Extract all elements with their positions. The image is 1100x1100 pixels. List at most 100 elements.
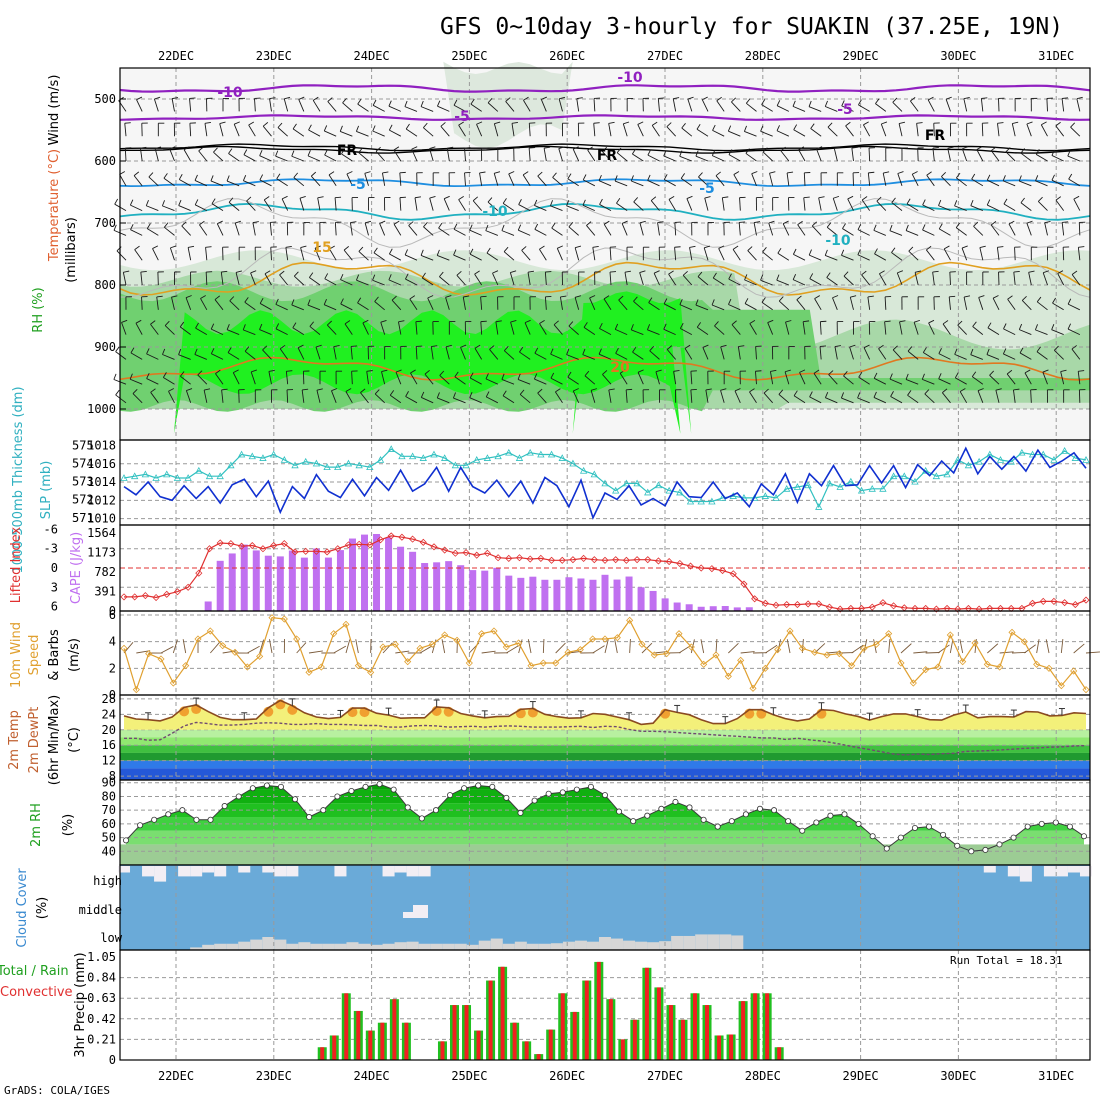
upper-wind-barb-flag [415, 320, 422, 323]
upper-wind-barb [566, 354, 579, 360]
upper-wind-barb-flag [533, 373, 538, 380]
upper-wind-barb [343, 249, 353, 261]
upper-wind-barb-flag [959, 388, 966, 392]
wind-marker [465, 659, 473, 667]
precip-convective-bar [356, 1010, 361, 1060]
upper-wind-barb-flag [1055, 121, 1061, 127]
upper-wind-barb-flag [908, 246, 914, 252]
upper-wind-barb [528, 148, 531, 162]
upper-wind-barb [544, 272, 547, 286]
upper-wind-barb-flag [574, 295, 582, 298]
upper-wind-barb [464, 172, 466, 186]
upper-wind-barb-flag [803, 196, 810, 199]
low-cloud-bar [538, 943, 551, 950]
rh-marker [489, 783, 496, 790]
thickness-marker [302, 457, 310, 465]
upper-wind-barb [809, 278, 822, 286]
upper-wind-barb [405, 128, 418, 137]
upper-wind-barb-flag [1013, 388, 1020, 391]
li-marker [665, 558, 673, 566]
upper-wind-barb [1055, 199, 1065, 211]
upper-wind-barb-flag [163, 222, 169, 228]
upper-wind-barb [703, 247, 709, 261]
upper-wind-barb-flag [439, 370, 445, 376]
upper-wind-barb-flag [161, 200, 165, 207]
cape-bar [529, 576, 537, 611]
upper-wind-barb-flag [393, 220, 400, 225]
precip-tick-label: 1.05 [87, 950, 116, 964]
upper-wind-barb [229, 300, 240, 311]
rh-marker [263, 782, 270, 789]
temperature-axis-label: Temperature (°C) [47, 149, 62, 262]
upper-wind-barb-flag [768, 220, 775, 224]
precip-convective-bar [452, 1005, 457, 1060]
low-cloud-bar [719, 934, 732, 950]
temp-tick-label: 16 [102, 738, 116, 752]
surface-wind-barb [814, 643, 826, 654]
upper-wind-barb-flag [358, 147, 363, 153]
middle-cloud-gap [403, 912, 413, 918]
upper-wind-barb-flag [229, 296, 235, 302]
upper-wind-barb [333, 346, 337, 360]
upper-wind-barb-flag [421, 272, 426, 279]
thickness-marker [547, 450, 556, 458]
upper-wind-barb-flag [1002, 175, 1006, 182]
upper-wind-barb-flag [553, 320, 559, 326]
wind-speed-markers [120, 614, 1090, 694]
upper-wind-barb-flag [905, 224, 909, 231]
rh-marker [630, 818, 637, 825]
upper-wind-barb [1036, 351, 1048, 360]
upper-wind-barb [674, 222, 677, 236]
upper-wind-barb [715, 175, 725, 187]
upper-wind-barb [204, 123, 208, 137]
upper-wind-barb-flag [875, 98, 880, 104]
surface-wind-barb [740, 651, 755, 654]
wind-marker [601, 635, 609, 643]
upper-wind-barb [689, 247, 693, 261]
upper-wind-barb-flag [782, 220, 789, 225]
pressure-tick-label: 500 [94, 92, 116, 106]
upper-wind-barb [275, 328, 288, 336]
upper-wind-barb [248, 124, 256, 137]
upper-wind-barb-flag [409, 295, 416, 300]
upper-wind-barb-flag [651, 121, 658, 126]
upper-wind-barb [572, 390, 580, 403]
contour-label: 15 [312, 240, 331, 256]
upper-wind-barb [162, 205, 175, 212]
cape-bar [481, 570, 489, 611]
upper-wind-barb [291, 304, 305, 311]
upper-wind-barb-flag [362, 319, 369, 324]
upper-wind-barb [990, 224, 1000, 236]
upper-wind-barb-flag [293, 172, 299, 178]
li-marker [825, 603, 834, 611]
upper-wind-barb-flag [389, 390, 395, 396]
thickness-marker [1082, 456, 1090, 463]
rh-tick-label: 60 [102, 817, 116, 831]
wind-marker [576, 646, 584, 654]
upper-wind-barb [197, 374, 208, 385]
upper-wind-barb [826, 277, 838, 286]
li-marker [751, 595, 759, 603]
rh-marker [390, 786, 397, 793]
upper-wind-barb-flag [827, 122, 833, 128]
upper-wind-barb [521, 250, 531, 261]
upper-wind-barb [517, 379, 531, 385]
upper-wind-barb-flag [633, 296, 638, 302]
bottom-date-label: 27DEC [647, 1069, 683, 1083]
upper-wind-barb [792, 279, 806, 286]
li-marker [355, 540, 363, 548]
upper-wind-barb-flag [739, 221, 746, 223]
rh-tick-label: 80 [102, 789, 116, 803]
cloud-level-label: middle [79, 903, 122, 917]
upper-wind-barb-flag [492, 270, 499, 274]
upper-wind-barb-flag [194, 199, 199, 205]
top-date-label: 23DEC [256, 49, 292, 63]
upper-wind-barb [415, 321, 418, 335]
upper-wind-barb [263, 199, 272, 211]
wind-marker [971, 639, 979, 647]
upper-wind-barb [922, 229, 935, 236]
upper-wind-barb-flag [945, 96, 952, 100]
upper-wind-barb [275, 303, 288, 311]
upper-wind-barb-flag [1003, 198, 1008, 205]
